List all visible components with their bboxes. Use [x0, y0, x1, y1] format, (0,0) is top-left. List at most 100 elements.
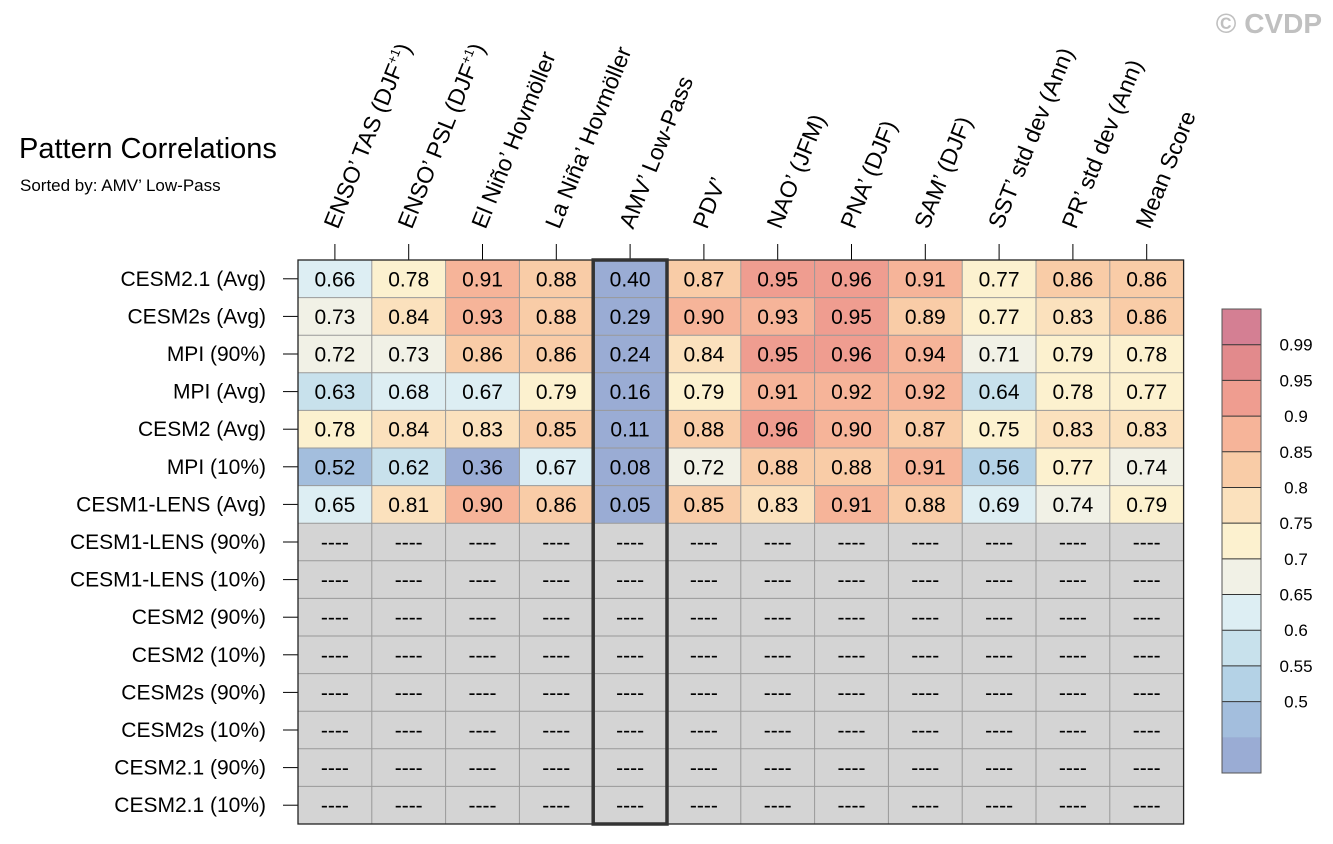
cell-value: 0.78 — [314, 419, 355, 442]
cell-value: ---- — [321, 795, 349, 818]
cell-value: 0.62 — [388, 456, 429, 479]
heatmap-cell — [667, 448, 741, 486]
cell-value: ---- — [1059, 607, 1087, 630]
row-label: CESM2 (90%) — [132, 606, 266, 629]
column-label: SAM’ (DJF) — [909, 113, 977, 232]
heatmap-cell — [519, 523, 594, 561]
heatmap-cell — [593, 260, 667, 298]
heatmap-cell — [814, 335, 889, 373]
column-label: NAO’ (JFM) — [761, 110, 830, 231]
heatmap-cell — [1036, 297, 1110, 336]
heatmap-cell — [962, 372, 1036, 411]
cell-value: 0.95 — [757, 268, 798, 291]
cell-value: 0.56 — [979, 456, 1020, 479]
cell-value: ---- — [838, 569, 866, 592]
cell-value: 0.08 — [610, 456, 651, 479]
cell-value: 0.77 — [979, 268, 1020, 291]
heatmap-cell — [298, 523, 372, 561]
heatmap-cell — [962, 673, 1036, 712]
heatmap-cell — [962, 711, 1036, 749]
heatmap-cell — [962, 260, 1036, 298]
colorbar-swatch — [1222, 701, 1261, 738]
cell-value: ---- — [469, 795, 497, 818]
row-label: CESM2.1 (Avg) — [121, 268, 267, 291]
heatmap-cell — [888, 598, 963, 636]
heatmap-cell — [888, 448, 963, 486]
heatmap-cell — [1109, 260, 1184, 298]
heatmap-cell — [298, 260, 372, 298]
heatmap-cell — [1036, 335, 1110, 373]
heatmap-cell — [298, 673, 372, 712]
cell-value: ---- — [838, 532, 866, 555]
heatmap-cell — [445, 560, 520, 599]
heatmap-cell — [445, 711, 520, 749]
heatmap-cell — [814, 372, 889, 411]
colorbar-swatch — [1222, 344, 1261, 381]
cell-value: ---- — [764, 569, 792, 592]
colorbar-swatch — [1222, 558, 1261, 596]
heatmap-cell — [667, 711, 741, 749]
heatmap-cell — [740, 748, 815, 787]
cell-value: ---- — [1133, 532, 1161, 555]
colorbar-label: 0.99 — [1279, 336, 1312, 355]
cell-value: 0.72 — [314, 344, 355, 367]
cell-value: ---- — [1133, 757, 1161, 780]
heatmap-cell — [1036, 748, 1110, 787]
cell-value: ---- — [542, 720, 570, 743]
heatmap-cell — [740, 297, 815, 336]
cell-value: 0.88 — [536, 306, 577, 329]
cell-value: 0.95 — [757, 344, 798, 367]
cell-value: ---- — [985, 795, 1013, 818]
cell-value: 0.68 — [388, 381, 429, 404]
cell-value: ---- — [395, 644, 423, 667]
cell-value: ---- — [1059, 682, 1087, 705]
heatmap-cell — [814, 523, 889, 561]
cell-value: ---- — [395, 795, 423, 818]
heatmap-cell — [667, 786, 741, 824]
cell-value: ---- — [542, 607, 570, 630]
cell-value: 0.86 — [462, 344, 503, 367]
cell-value: ---- — [469, 720, 497, 743]
heatmap-cell — [740, 598, 815, 636]
cell-value: ---- — [838, 682, 866, 705]
highlight-column-border — [591, 258, 669, 826]
heatmap-cell — [1109, 748, 1184, 787]
cell-value: ---- — [542, 569, 570, 592]
heatmap-cell — [740, 260, 815, 298]
cell-value: 0.83 — [1052, 419, 1093, 442]
heatmap-cell — [814, 786, 889, 824]
heatmap-cell — [667, 410, 741, 448]
heatmap-cell — [445, 748, 520, 787]
cell-value: ---- — [838, 757, 866, 780]
heatmap-cell — [1109, 297, 1184, 336]
cell-value: 0.24 — [610, 344, 651, 367]
heatmap-cell — [371, 410, 446, 448]
heatmap-cell — [888, 485, 963, 524]
cell-value: ---- — [321, 644, 349, 667]
heatmap-cell — [962, 448, 1036, 486]
row-label: CESM2 (Avg) — [138, 418, 266, 441]
heatmap-cell — [1109, 711, 1184, 749]
cell-value: ---- — [321, 757, 349, 780]
cell-value: 0.77 — [1126, 381, 1167, 404]
colorbar-swatch — [1222, 594, 1261, 631]
cell-value: 0.96 — [757, 419, 798, 442]
cell-value: 0.74 — [1052, 494, 1093, 517]
colorbar-swatch — [1222, 737, 1261, 774]
heatmap-cell — [371, 485, 446, 524]
cell-value: 0.93 — [757, 306, 798, 329]
cell-value: 0.86 — [1126, 306, 1167, 329]
cell-value: 0.88 — [831, 456, 872, 479]
heatmap-cell — [1036, 260, 1110, 298]
cell-value: ---- — [911, 644, 939, 667]
heatmap-cell — [667, 560, 741, 599]
heatmap-cell — [740, 636, 815, 674]
heatmap-cell — [371, 335, 446, 373]
heatmap-cell — [298, 786, 372, 824]
heatmap-cell — [298, 711, 372, 749]
heatmap-cell — [298, 598, 372, 636]
heatmap-cell — [298, 560, 372, 599]
heatmap-cell — [371, 636, 446, 674]
cell-value: 0.05 — [610, 494, 651, 517]
cell-value: ---- — [395, 682, 423, 705]
